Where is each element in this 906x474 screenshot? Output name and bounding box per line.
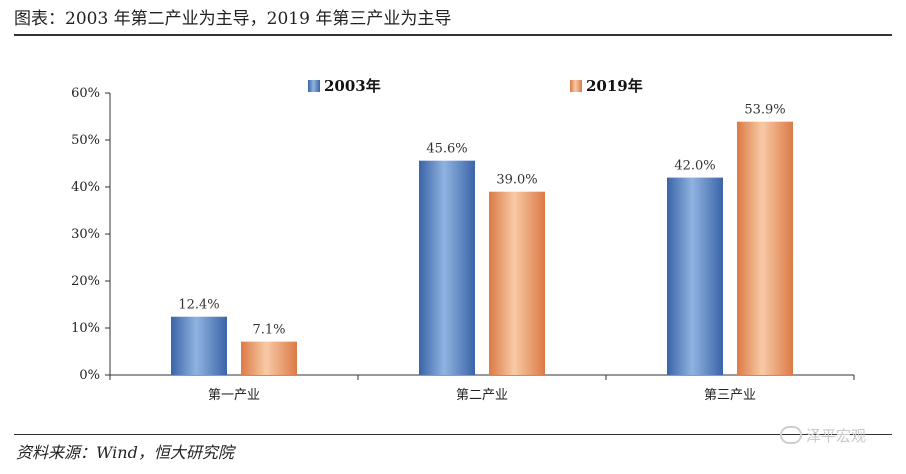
x-tick-label: 第二产业 bbox=[456, 388, 508, 403]
legend-label: 2019年 bbox=[586, 77, 643, 95]
y-tick-label: 60% bbox=[71, 86, 100, 101]
bar-series-a bbox=[667, 177, 723, 375]
bar-series-a bbox=[419, 160, 475, 375]
title-divider bbox=[14, 34, 892, 36]
data-label: 53.9% bbox=[744, 103, 785, 118]
y-tick-label: 30% bbox=[71, 227, 100, 242]
watermark: 泽平宏观 bbox=[779, 424, 866, 448]
wechat-icon bbox=[779, 426, 802, 444]
data-label: 42.0% bbox=[674, 159, 715, 174]
y-tick-label: 10% bbox=[71, 321, 100, 336]
bar-series-b bbox=[241, 341, 297, 375]
y-tick-label: 0% bbox=[79, 368, 100, 383]
chart-area: 0% 10% 20% 30% 40% 50% 60% 12.4% 7.1% 第一产业 45.6% 3… bbox=[14, 40, 892, 428]
data-label: 45.6% bbox=[426, 142, 467, 157]
chart-title: 图表：2003 年第二产业为主导，2019 年第三产业为主导 bbox=[14, 9, 452, 29]
bar-chart: 0% 10% 20% 30% 40% 50% 60% 12.4% 7.1% 第一产业 45.6% 3… bbox=[71, 77, 855, 403]
bar-series-b bbox=[489, 191, 545, 375]
x-tick-label: 第三产业 bbox=[704, 388, 756, 403]
data-label: 7.1% bbox=[252, 323, 285, 338]
source-note: 资料来源：Wind，恒大研究院 bbox=[16, 443, 234, 462]
watermark-text: 泽平宏观 bbox=[805, 427, 866, 445]
data-label: 12.4% bbox=[178, 298, 219, 313]
data-label: 39.0% bbox=[496, 173, 537, 188]
legend-swatch bbox=[308, 80, 320, 92]
x-tick-label: 第一产业 bbox=[208, 388, 260, 403]
source-divider bbox=[14, 434, 892, 435]
y-tick-label: 50% bbox=[71, 133, 100, 148]
legend-swatch bbox=[570, 80, 582, 92]
legend-label: 2003年 bbox=[324, 77, 381, 95]
y-tick-label: 20% bbox=[71, 274, 100, 289]
bar-series-a bbox=[171, 316, 227, 375]
y-tick-label: 40% bbox=[71, 180, 100, 195]
bar-series-b bbox=[737, 121, 793, 375]
